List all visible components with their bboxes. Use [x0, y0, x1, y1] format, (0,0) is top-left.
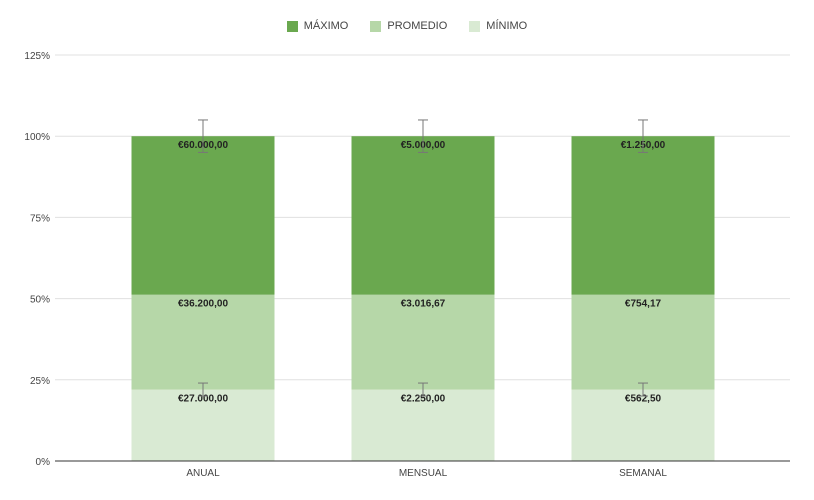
bar-segment: [351, 389, 495, 461]
bar-segment: [131, 389, 275, 461]
x-tick-label: ANUAL: [186, 468, 220, 479]
y-tick-label: 50%: [30, 295, 50, 306]
bar-segment: [131, 136, 275, 295]
x-tick-label: SEMANAL: [619, 468, 667, 479]
legend-item: MÁXIMO: [286, 20, 349, 32]
bar-segment: [571, 294, 715, 390]
legend-label: MÍNIMO: [486, 20, 528, 32]
data-label: €562,50: [625, 394, 662, 405]
x-tick-label: MENSUAL: [399, 468, 448, 479]
chart-legend: MÁXIMO PROMEDIO MÍNIMO: [0, 20, 814, 32]
bar-segment: [131, 294, 275, 390]
data-label: €3.016,67: [401, 299, 446, 310]
legend-label: PROMEDIO: [387, 20, 448, 32]
legend-item: MÍNIMO: [469, 20, 527, 32]
bar-segment: [571, 389, 715, 461]
legend-item: PROMEDIO: [370, 20, 447, 32]
legend-swatch: [286, 20, 298, 32]
y-tick-label: 75%: [30, 213, 50, 224]
bar-segment: [351, 294, 495, 390]
y-tick-label: 125%: [24, 51, 50, 62]
legend-label: MÁXIMO: [303, 20, 349, 32]
data-label: €27.000,00: [178, 394, 228, 405]
bar-segment: [571, 136, 715, 295]
legend-swatch: [469, 20, 481, 32]
y-tick-label: 100%: [24, 132, 50, 143]
legend-swatch: [370, 20, 382, 32]
data-label: €754,17: [625, 299, 662, 310]
data-label: €2.250,00: [401, 394, 446, 405]
bar-segment: [351, 136, 495, 295]
data-label: €36.200,00: [178, 299, 228, 310]
y-tick-label: 0%: [36, 457, 51, 468]
y-tick-label: 25%: [30, 376, 50, 387]
